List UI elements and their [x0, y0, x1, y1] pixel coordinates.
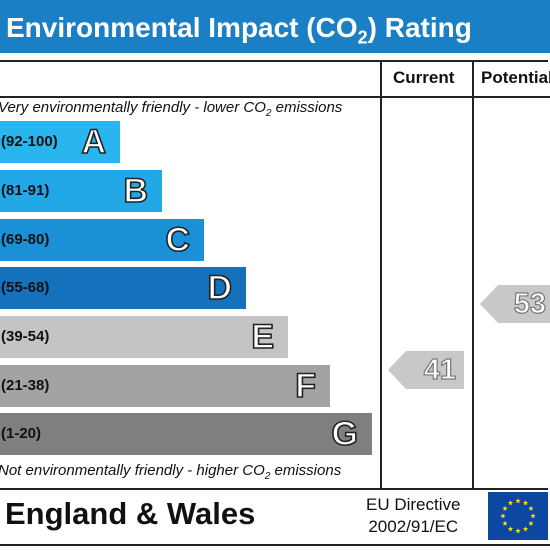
band-range: (39-54) — [1, 328, 50, 345]
band-range: (1-20) — [1, 425, 42, 442]
eu-star-icon — [528, 520, 534, 526]
column-header-current: Current — [393, 68, 455, 87]
eu-star-icon — [515, 498, 521, 504]
band-range: (92-100) — [1, 133, 58, 150]
chart-frame — [0, 60, 548, 490]
band-letter: E — [251, 317, 275, 357]
eu-star-icon — [507, 500, 514, 506]
header-divider — [0, 96, 550, 98]
eu-star-icon — [528, 505, 534, 511]
rating-band-b: (81-91) B — [0, 170, 162, 212]
eu-star-icon — [502, 520, 508, 526]
band-letter: B — [123, 171, 149, 211]
band-letter: A — [81, 122, 107, 162]
band-range: (69-80) — [1, 231, 50, 248]
band-range: (55-68) — [1, 279, 50, 296]
eu-star-icon — [500, 513, 506, 519]
rating-header: Environmental Impact (CO2) Rating — [0, 0, 550, 53]
rating-band-f: (21-38) F — [0, 365, 330, 407]
eu-star-icon — [515, 528, 521, 534]
potential-rating-arrow: 53 — [480, 285, 550, 323]
band-letter: C — [165, 220, 191, 260]
band-range: (81-91) — [1, 182, 50, 199]
current-rating-value: 41 — [423, 353, 456, 386]
divider-current — [380, 60, 382, 490]
eu-directive-title: EU Directive — [366, 495, 461, 514]
page-title: Environmental Impact (CO2) Rating — [6, 12, 472, 48]
rating-band-d: (55-68) D — [0, 267, 246, 309]
eu-directive-number: 2002/91/EC — [368, 517, 459, 536]
rating-band-e: (39-54) E — [0, 316, 288, 358]
column-header-potential: Potential — [481, 68, 550, 87]
footer-divider — [0, 544, 550, 546]
caption-top: Very environmentally friendly - lower CO… — [0, 99, 343, 119]
current-arrow-shape — [388, 351, 464, 389]
rating-band-a: (92-100) A — [0, 121, 120, 163]
eu-star-icon — [507, 526, 514, 532]
current-rating-arrow: 41 — [388, 351, 464, 389]
rating-band-g: (1-20) G — [0, 413, 372, 455]
band-letter: D — [207, 268, 233, 308]
potential-arrow-shape — [480, 285, 550, 323]
eu-directive: EU Directive 2002/91/EC — [366, 494, 460, 538]
caption-bottom: Not environmentally friendly - higher CO… — [0, 462, 342, 482]
region-label: England & Wales — [5, 496, 256, 531]
eu-star-icon — [522, 500, 529, 506]
rating-band-c: (69-80) C — [0, 219, 204, 261]
eu-flag-icon — [488, 492, 548, 540]
eu-star-icon — [522, 526, 529, 532]
potential-rating-value: 53 — [513, 287, 546, 320]
band-letter: G — [331, 414, 359, 454]
eu-star-icon — [530, 513, 536, 519]
divider-potential — [472, 60, 474, 490]
band-letter: F — [294, 366, 316, 406]
band-range: (21-38) — [1, 377, 50, 394]
eu-star-icon — [502, 505, 508, 511]
